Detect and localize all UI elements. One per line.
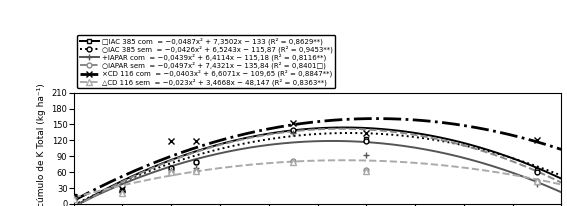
Y-axis label: Acúmulo de K Total (kg ha⁻¹): Acúmulo de K Total (kg ha⁻¹) [37,83,46,206]
Legend: □IAC 385 com  = −0,0487x² + 7,3502x − 133 (R² = 0,8629**), ○IAC 385 sem  = −0,04: □IAC 385 com = −0,0487x² + 7,3502x − 133… [77,35,335,88]
